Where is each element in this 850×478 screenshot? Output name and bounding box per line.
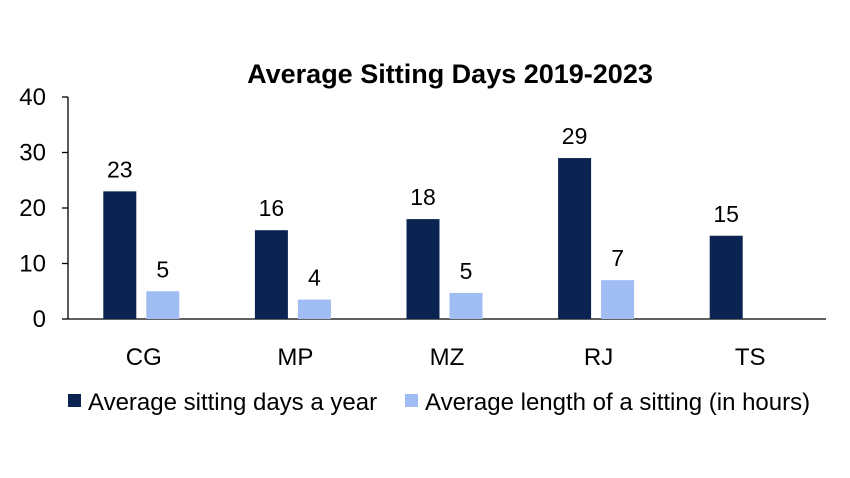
- data-label-mp-series-1: 4: [308, 265, 321, 291]
- data-label-mz-series-1: 5: [460, 258, 473, 284]
- x-axis-category-labels: CG MP MZ RJ TS: [126, 344, 766, 371]
- data-labels: 23 5 16 4 18 5 29 7 15: [107, 123, 739, 291]
- bar-mz-series-0: [406, 219, 440, 319]
- x-category-label: TS: [735, 344, 766, 371]
- bar-rj-series-0: [558, 158, 592, 319]
- x-category-label: MP: [277, 344, 313, 371]
- data-label-rj-series-1: 7: [611, 245, 624, 271]
- y-tick-label: 40: [19, 84, 46, 111]
- data-label-ts-series-0: 15: [713, 201, 739, 227]
- bar-rj-series-1: [601, 280, 635, 319]
- legend-label-sitting-days: Average sitting days a year: [88, 389, 377, 416]
- data-label-mp-series-0: 16: [259, 195, 285, 221]
- bar-ts-series-0: [709, 235, 743, 319]
- y-tick-label: 10: [19, 251, 46, 278]
- x-category-label: CG: [126, 344, 162, 371]
- x-category-label: MZ: [430, 344, 465, 371]
- legend-swatch-sitting-length: [405, 394, 418, 407]
- legend: Average sitting days a year Average leng…: [68, 389, 810, 416]
- data-label-cg-series-0: 23: [107, 156, 133, 182]
- data-label-mz-series-0: 18: [410, 184, 436, 210]
- bar-cg-series-1: [146, 291, 180, 319]
- y-tick-label: 20: [19, 195, 46, 222]
- bar-mz-series-1: [449, 292, 483, 319]
- bar-mp-series-0: [254, 230, 288, 319]
- x-category-label: RJ: [584, 344, 613, 371]
- y-tick-label: 0: [33, 306, 46, 333]
- bars: [103, 158, 743, 319]
- legend-label-sitting-length: Average length of a sitting (in hours): [425, 389, 810, 416]
- bar-mp-series-1: [297, 299, 331, 319]
- bar-cg-series-0: [103, 191, 137, 319]
- data-label-rj-series-0: 29: [562, 123, 588, 149]
- y-tick-label: 30: [19, 140, 46, 167]
- chart-title: Average Sitting Days 2019-2023: [247, 59, 653, 89]
- legend-swatch-sitting-days: [68, 394, 81, 407]
- data-label-cg-series-1: 5: [156, 256, 169, 282]
- y-axis-ticks: 0 10 20 30 40: [19, 84, 68, 333]
